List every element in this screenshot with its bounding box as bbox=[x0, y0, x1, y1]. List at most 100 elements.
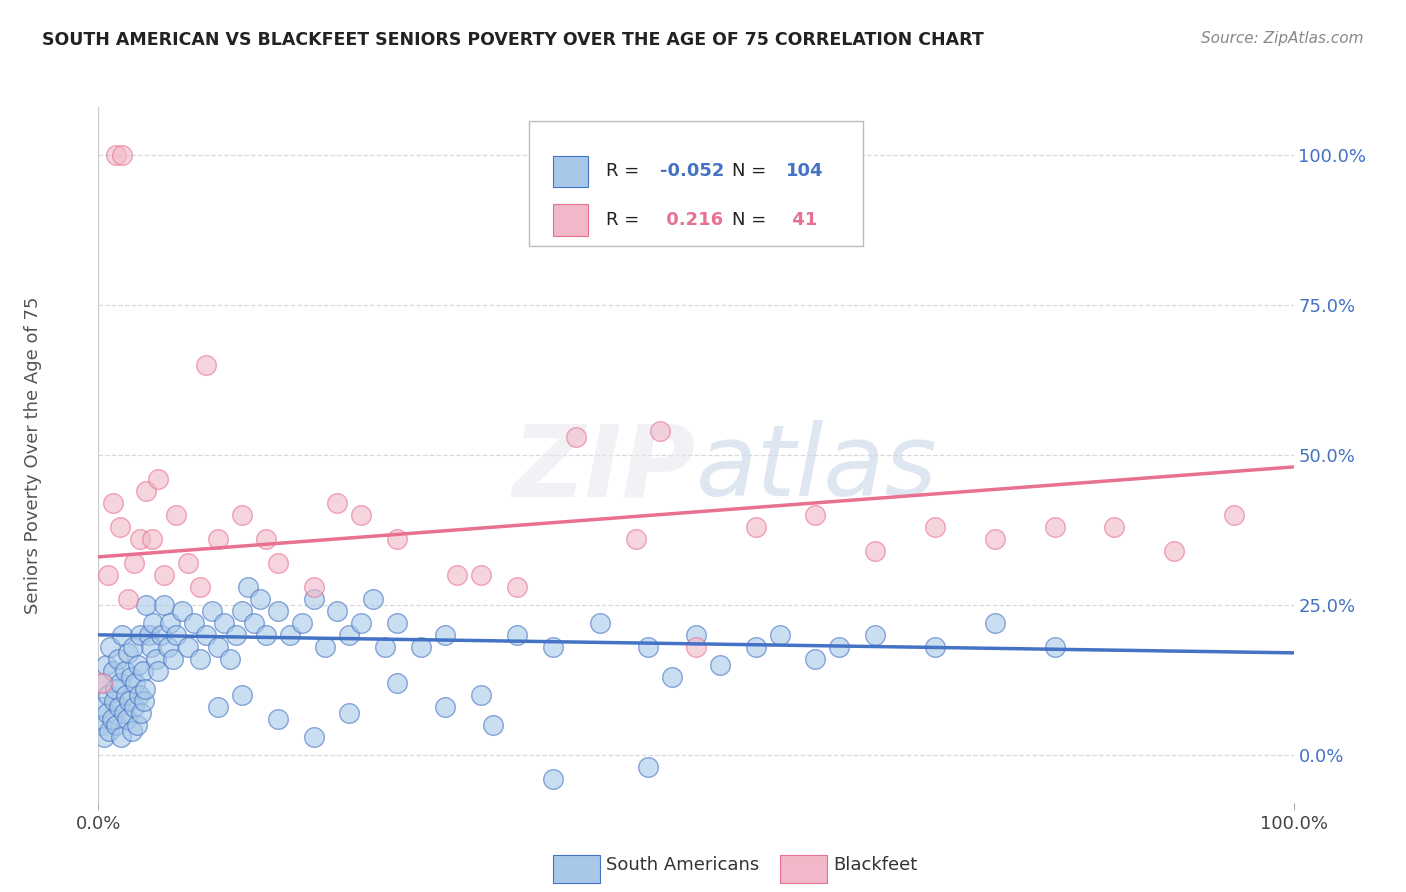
Point bbox=[267, 556, 290, 570]
Point bbox=[350, 615, 373, 630]
Point bbox=[302, 591, 325, 606]
Point bbox=[648, 424, 672, 438]
Point bbox=[267, 712, 290, 726]
Point bbox=[135, 598, 157, 612]
Point bbox=[326, 604, 349, 618]
Point bbox=[177, 556, 200, 570]
Point bbox=[148, 472, 170, 486]
Text: SOUTH AMERICAN VS BLACKFEET SENIORS POVERTY OVER THE AGE OF 75 CORRELATION CHART: SOUTH AMERICAN VS BLACKFEET SENIORS POVE… bbox=[42, 31, 984, 49]
Point bbox=[148, 664, 170, 678]
Point bbox=[231, 688, 253, 702]
Point bbox=[98, 723, 121, 738]
Point bbox=[100, 712, 122, 726]
Point bbox=[91, 676, 114, 690]
Point bbox=[1163, 544, 1185, 558]
Point bbox=[159, 615, 181, 630]
Point bbox=[661, 670, 683, 684]
Point bbox=[565, 430, 588, 444]
Point bbox=[108, 676, 131, 690]
Point bbox=[149, 628, 172, 642]
Point bbox=[141, 532, 163, 546]
Point bbox=[207, 699, 229, 714]
Point bbox=[101, 664, 124, 678]
Point bbox=[637, 760, 659, 774]
Point bbox=[804, 652, 827, 666]
Point bbox=[433, 628, 456, 642]
Point bbox=[254, 628, 277, 642]
Point bbox=[129, 532, 152, 546]
Bar bbox=[779, 855, 827, 883]
Point bbox=[105, 148, 128, 162]
Point bbox=[96, 706, 118, 720]
Point bbox=[541, 640, 564, 654]
Point bbox=[212, 615, 235, 630]
Point bbox=[188, 652, 211, 666]
Point bbox=[131, 706, 153, 720]
Point bbox=[984, 532, 1007, 546]
Point bbox=[385, 532, 409, 546]
Point bbox=[183, 615, 205, 630]
Point bbox=[172, 604, 194, 618]
Point bbox=[94, 657, 117, 672]
Point bbox=[339, 706, 360, 720]
Point bbox=[118, 694, 141, 708]
Point bbox=[637, 640, 659, 654]
Point bbox=[374, 640, 396, 654]
Text: 0.216: 0.216 bbox=[661, 211, 723, 229]
Point bbox=[1043, 640, 1066, 654]
Point bbox=[139, 640, 162, 654]
Point bbox=[207, 532, 229, 546]
Text: ZIP: ZIP bbox=[513, 420, 696, 517]
Point bbox=[207, 640, 229, 654]
Point bbox=[236, 580, 259, 594]
Point bbox=[90, 718, 112, 732]
Point bbox=[709, 657, 731, 672]
Point bbox=[138, 628, 160, 642]
Text: South Americans: South Americans bbox=[606, 856, 759, 874]
Text: N =: N = bbox=[733, 211, 772, 229]
Point bbox=[506, 580, 529, 594]
Point bbox=[129, 628, 152, 642]
Point bbox=[267, 604, 290, 618]
Point bbox=[131, 664, 153, 678]
Point bbox=[1102, 520, 1125, 534]
Point bbox=[122, 640, 145, 654]
Point bbox=[433, 699, 456, 714]
Point bbox=[363, 591, 385, 606]
Point bbox=[194, 358, 218, 372]
Point bbox=[97, 688, 120, 702]
Point bbox=[124, 676, 146, 690]
Point bbox=[481, 718, 505, 732]
Point bbox=[110, 730, 132, 744]
Point bbox=[142, 615, 165, 630]
FancyBboxPatch shape bbox=[529, 121, 863, 246]
Point bbox=[685, 640, 707, 654]
Point bbox=[626, 532, 648, 546]
Point bbox=[243, 615, 266, 630]
Point bbox=[411, 640, 433, 654]
Point bbox=[589, 615, 612, 630]
Point bbox=[177, 640, 200, 654]
Point bbox=[115, 688, 138, 702]
Point bbox=[201, 604, 224, 618]
Text: 104: 104 bbox=[786, 162, 823, 180]
Point bbox=[97, 567, 120, 582]
Point bbox=[231, 508, 253, 522]
Point bbox=[107, 652, 129, 666]
Point bbox=[350, 508, 373, 522]
Point bbox=[111, 628, 134, 642]
Point bbox=[124, 699, 146, 714]
Point bbox=[231, 604, 253, 618]
Point bbox=[91, 676, 114, 690]
Point bbox=[101, 496, 124, 510]
Point bbox=[924, 640, 946, 654]
Text: 41: 41 bbox=[786, 211, 817, 229]
Point bbox=[339, 628, 360, 642]
Point bbox=[506, 628, 529, 642]
Point bbox=[804, 508, 827, 522]
Point bbox=[156, 640, 179, 654]
Point bbox=[162, 652, 184, 666]
Point bbox=[863, 544, 887, 558]
Text: Blackfeet: Blackfeet bbox=[834, 856, 918, 874]
Text: -0.052: -0.052 bbox=[661, 162, 724, 180]
